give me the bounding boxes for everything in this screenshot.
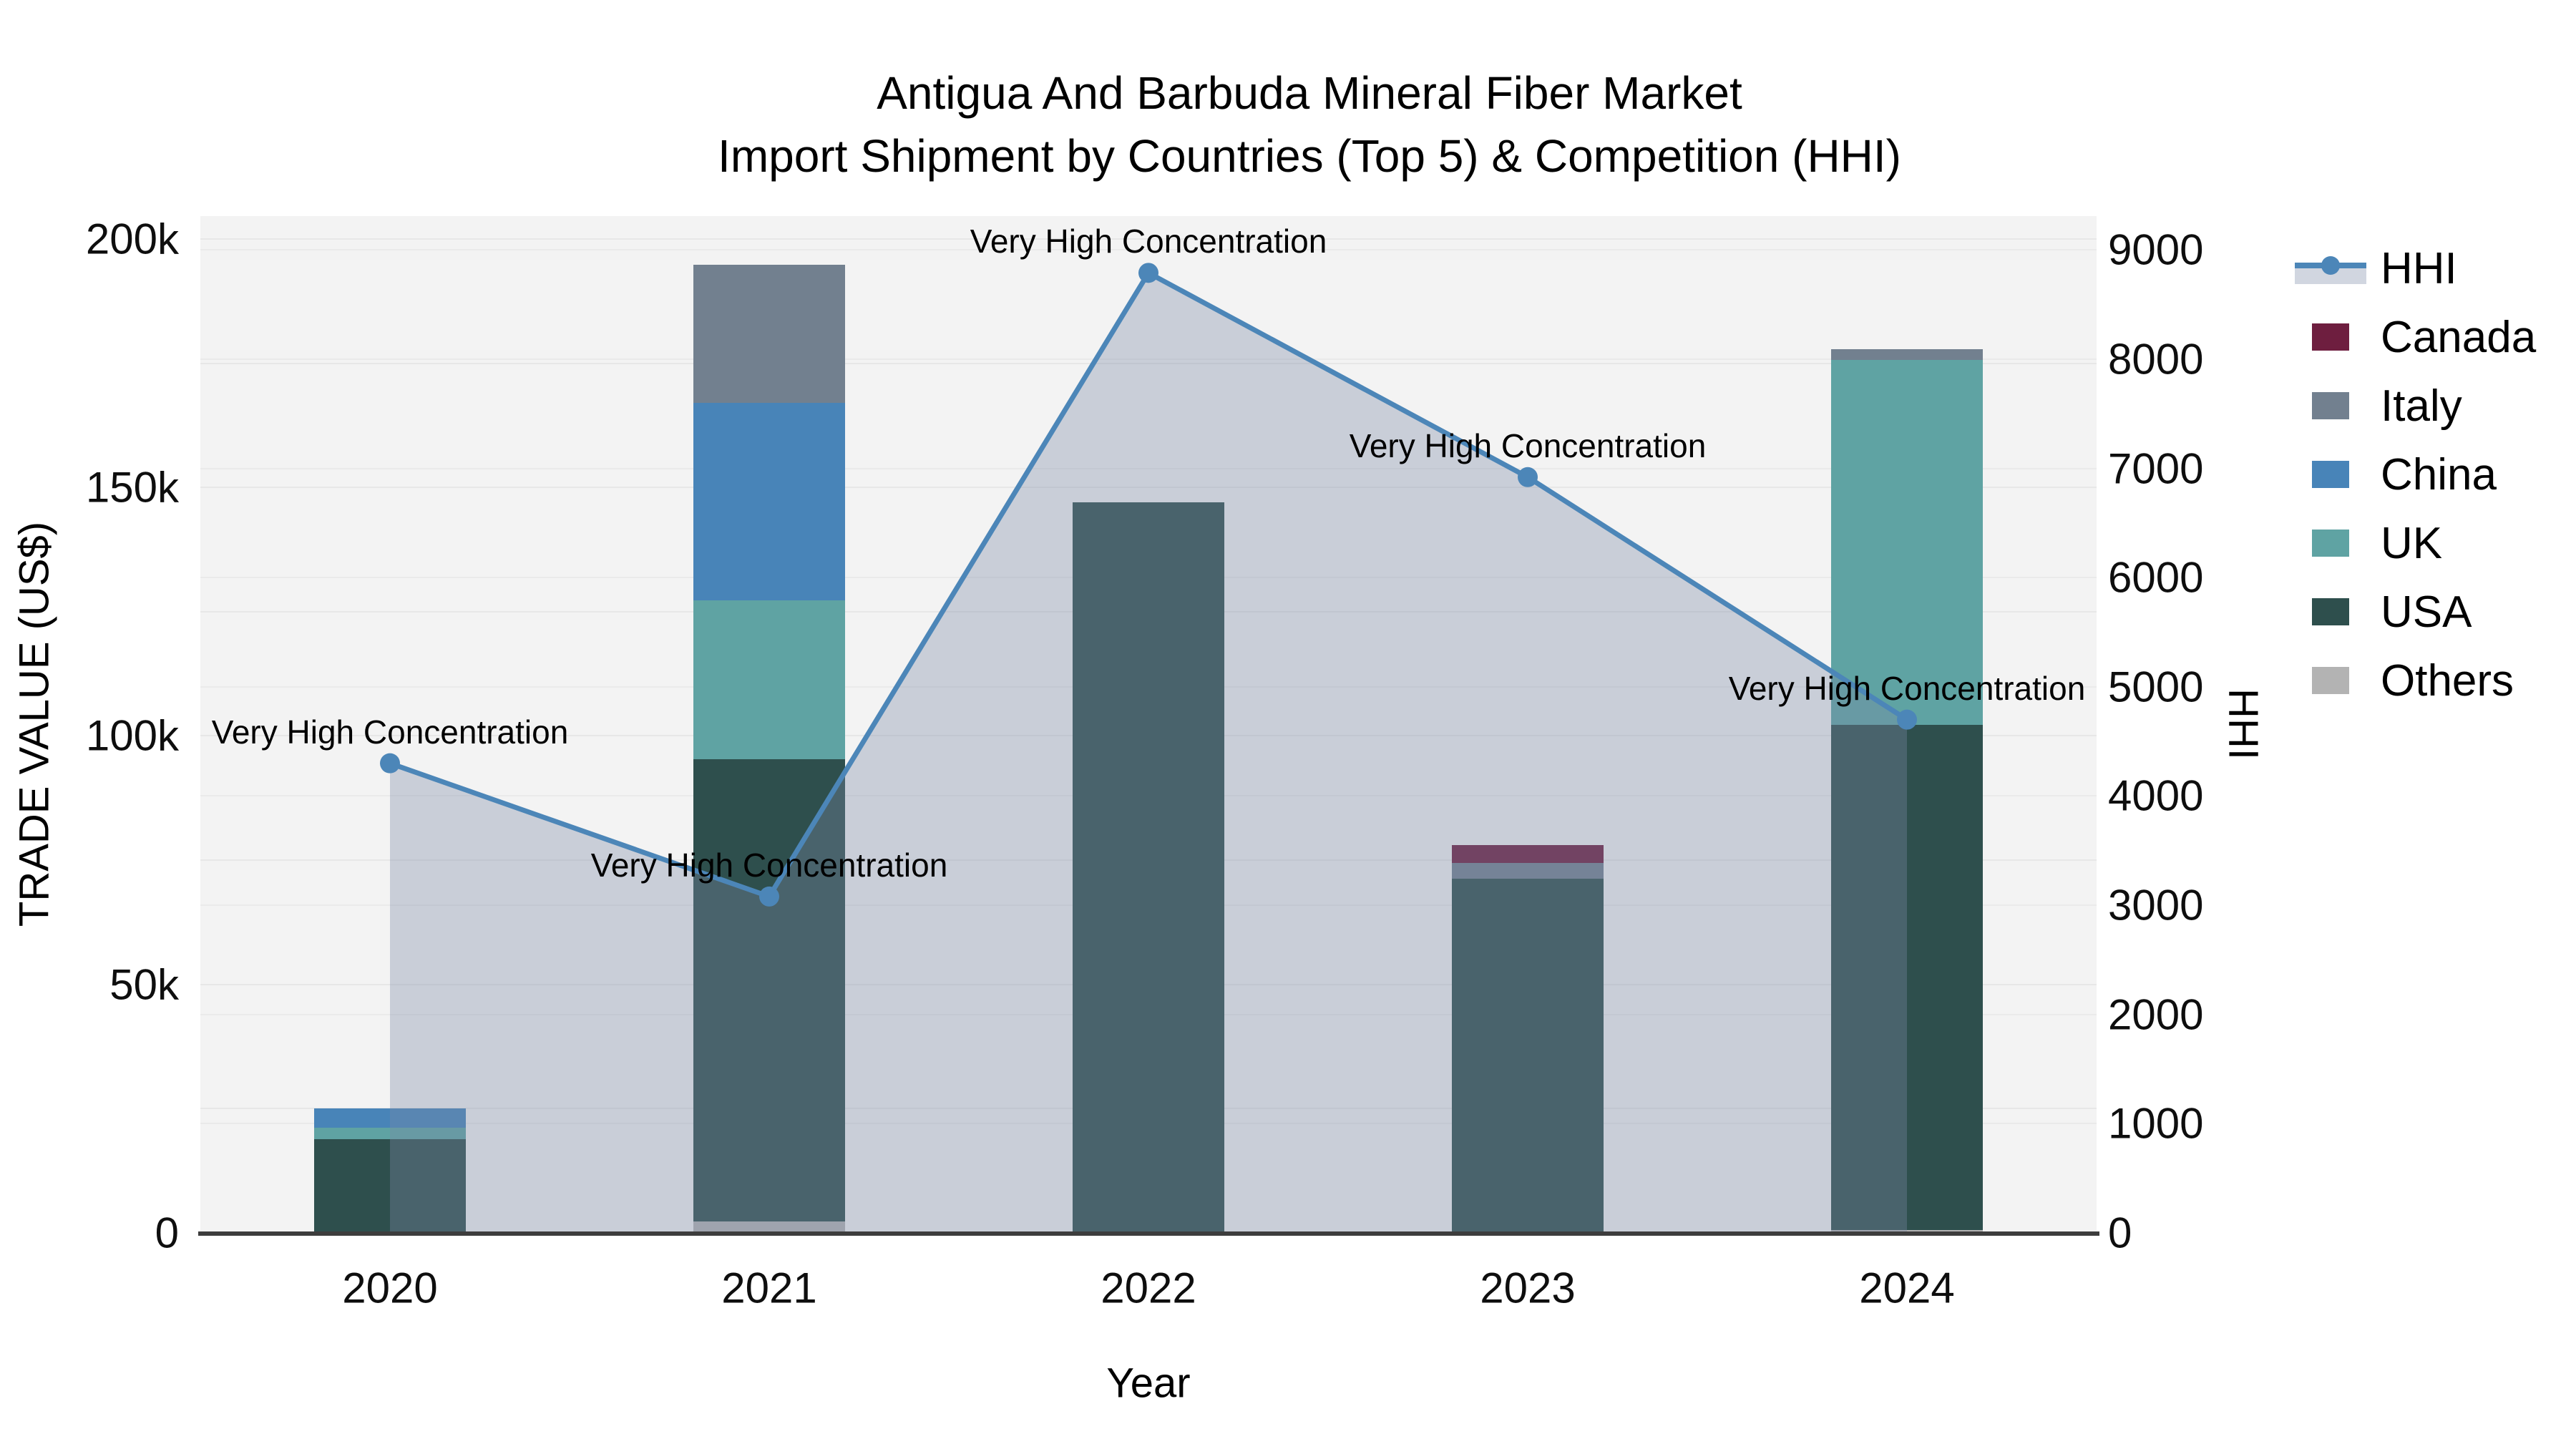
hhi-marker-2021: [759, 886, 779, 907]
legend-item-canada[interactable]: Canada: [2293, 303, 2536, 371]
annotation-2021: Very High Concentration: [590, 846, 948, 884]
bar-segment-italy-2023: [1452, 863, 1604, 879]
legend-swatch-icon: [2293, 371, 2368, 440]
y-left-tick-100k: 100k: [85, 711, 179, 760]
legend-swatch-icon: [2293, 646, 2368, 715]
x-axis-line: [198, 1231, 2099, 1236]
y-right-tick-3000: 3000: [2108, 881, 2204, 930]
x-tick-2024: 2024: [1859, 1264, 1955, 1312]
x-tick-2023: 2023: [1480, 1264, 1576, 1312]
legend-label: HHI: [2381, 243, 2457, 293]
hhi-marker-2022: [1138, 263, 1158, 283]
bar-segment-usa-2022: [1073, 502, 1224, 1233]
gridline: [200, 362, 2097, 364]
bar-segment-china-2021: [693, 403, 845, 600]
y-right-tick-6000: 6000: [2108, 553, 2204, 602]
legend-swatch-icon: [2293, 509, 2368, 577]
bar-segment-usa-2021: [693, 759, 845, 1222]
y-left-tick-200k: 200k: [85, 215, 179, 263]
annotation-2022: Very High Concentration: [970, 223, 1327, 260]
gridline: [200, 467, 2097, 469]
bar-segment-italy-2024: [1831, 349, 1983, 361]
bar-segment-usa-2023: [1452, 878, 1604, 1233]
legend-item-others[interactable]: Others: [2293, 646, 2536, 715]
x-axis-title: Year: [1106, 1360, 1191, 1407]
legend-label: UK: [2381, 518, 2443, 568]
gridline: [200, 238, 2097, 240]
bar-segment-others-2024: [1831, 1229, 1983, 1233]
x-tick-2020: 2020: [342, 1264, 438, 1312]
legend-label: China: [2381, 449, 2497, 499]
legend-item-italy[interactable]: Italy: [2293, 371, 2536, 440]
chart-title-line2: Import Shipment by Countries (Top 5) & C…: [718, 130, 1901, 182]
y-right-tick-5000: 5000: [2108, 663, 2204, 711]
hhi-area-fill: [390, 273, 1907, 1233]
y-axis-right-title: HHI: [2220, 688, 2267, 760]
hhi-marker-2024: [1897, 709, 1917, 730]
x-tick-2022: 2022: [1101, 1264, 1196, 1312]
legend: HHI Canada Italy China UK USA Others: [2293, 234, 2536, 715]
gridline: [200, 358, 2097, 360]
y-right-tick-4000: 4000: [2108, 771, 2204, 820]
bar-segment-canada-2023: [1452, 845, 1604, 864]
legend-item-usa[interactable]: USA: [2293, 577, 2536, 646]
legend-label: Others: [2381, 655, 2514, 706]
legend-swatch-icon: [2293, 440, 2368, 509]
hhi-marker-2020: [380, 753, 400, 774]
bar-segment-italy-2021: [693, 265, 845, 404]
bar-segment-uk-2021: [693, 600, 845, 760]
x-tick-2021: 2021: [721, 1264, 817, 1312]
annotation-2024: Very High Concentration: [1728, 669, 2086, 707]
hhi-line-chart: [380, 263, 1917, 1233]
legend-item-china[interactable]: China: [2293, 440, 2536, 509]
hhi-marker-2023: [1518, 467, 1538, 487]
legend-item-hhi[interactable]: HHI: [2293, 234, 2536, 303]
y-left-tick-150k: 150k: [85, 463, 179, 512]
y-right-tick-2000: 2000: [2108, 990, 2204, 1039]
legend-label: Italy: [2381, 381, 2462, 431]
bar-segment-others-2021: [693, 1221, 845, 1233]
annotation-2020: Very High Concentration: [211, 713, 569, 751]
legend-label: USA: [2381, 587, 2472, 637]
y-right-tick-9000: 9000: [2108, 225, 2204, 274]
hhi-line-legend-icon: [2293, 234, 2368, 303]
y-left-tick-0: 0: [155, 1209, 179, 1257]
y-right-tick-0: 0: [2108, 1209, 2132, 1257]
plot-area: Very High Concentration Very High Concent…: [200, 216, 2097, 1233]
gridline: [200, 487, 2097, 489]
y-right-tick-8000: 8000: [2108, 335, 2204, 384]
y-right-tick-7000: 7000: [2108, 444, 2204, 493]
bar-segment-usa-2024: [1831, 725, 1983, 1230]
legend-label: Canada: [2381, 312, 2537, 362]
y-right-tick-1000: 1000: [2108, 1099, 2204, 1148]
y-axis-left-title: TRADE VALUE (US$): [11, 521, 58, 927]
gridline: [200, 249, 2097, 251]
bar-segment-china-2020: [314, 1108, 466, 1128]
chart-title-line1: Antigua And Barbuda Mineral Fiber Market: [877, 67, 1742, 119]
annotation-2023: Very High Concentration: [1349, 426, 1707, 464]
legend-item-uk[interactable]: UK: [2293, 509, 2536, 577]
bar-segment-uk-2020: [314, 1128, 466, 1139]
legend-swatch-icon: [2293, 303, 2368, 371]
legend-swatch-icon: [2293, 577, 2368, 646]
y-left-tick-50k: 50k: [109, 960, 179, 1009]
bar-segment-usa-2020: [314, 1138, 466, 1233]
bar-segment-uk-2024: [1831, 360, 1983, 726]
